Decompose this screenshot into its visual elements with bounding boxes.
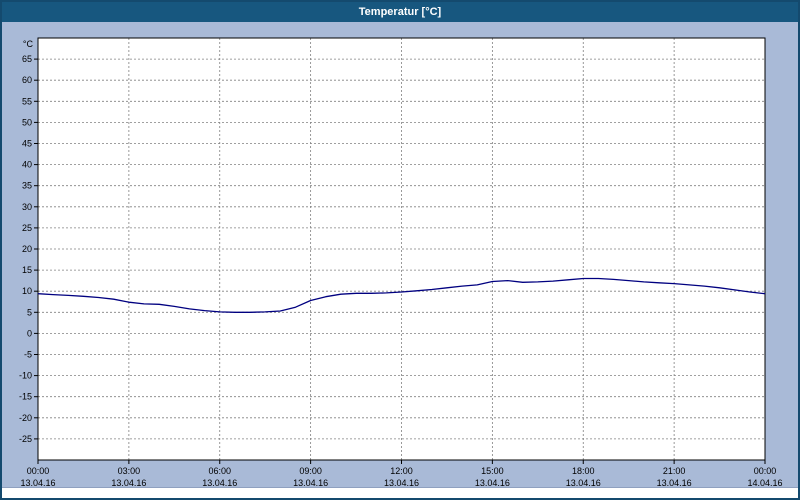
svg-text:-10: -10 bbox=[19, 371, 32, 381]
svg-text:0: 0 bbox=[27, 328, 32, 338]
svg-text:25: 25 bbox=[22, 223, 32, 233]
svg-text:14.04.16: 14.04.16 bbox=[747, 478, 782, 487]
svg-text:13.04.16: 13.04.16 bbox=[475, 478, 510, 487]
svg-text:13.04.16: 13.04.16 bbox=[566, 478, 601, 487]
horizontal-scrollbar[interactable] bbox=[2, 487, 798, 498]
svg-text:13.04.16: 13.04.16 bbox=[202, 478, 237, 487]
svg-text:15:00: 15:00 bbox=[481, 466, 504, 476]
svg-text:03:00: 03:00 bbox=[118, 466, 141, 476]
svg-text:21:00: 21:00 bbox=[663, 466, 686, 476]
temperature-line-chart: 65605550454035302520151050-5-10-15-20-25… bbox=[19, 37, 783, 487]
svg-text:06:00: 06:00 bbox=[208, 466, 231, 476]
svg-text:40: 40 bbox=[22, 160, 32, 170]
svg-text:13.04.16: 13.04.16 bbox=[293, 478, 328, 487]
svg-text:20: 20 bbox=[22, 244, 32, 254]
svg-text:13.04.16: 13.04.16 bbox=[111, 478, 146, 487]
svg-text:55: 55 bbox=[22, 96, 32, 106]
svg-text:13.04.16: 13.04.16 bbox=[384, 478, 419, 487]
svg-text:35: 35 bbox=[22, 181, 32, 191]
svg-text:13.04.16: 13.04.16 bbox=[20, 478, 55, 487]
svg-text:13.04.16: 13.04.16 bbox=[657, 478, 692, 487]
svg-text:00:00: 00:00 bbox=[754, 466, 777, 476]
svg-text:5: 5 bbox=[27, 307, 32, 317]
svg-text:°C: °C bbox=[23, 39, 34, 49]
svg-text:60: 60 bbox=[22, 75, 32, 85]
svg-text:12:00: 12:00 bbox=[390, 466, 413, 476]
svg-text:50: 50 bbox=[22, 117, 32, 127]
svg-text:15: 15 bbox=[22, 265, 32, 275]
svg-text:09:00: 09:00 bbox=[299, 466, 322, 476]
chart-container: 65 60 55 50 45 40 35 30 25 20 15 10 5 0 -5 -10 -15 -20 -25… bbox=[2, 22, 798, 487]
svg-text:00:00: 00:00 bbox=[27, 466, 50, 476]
title-bar: Temperatur [°C] bbox=[2, 2, 798, 22]
svg-text:18:00: 18:00 bbox=[572, 466, 595, 476]
svg-text:-25: -25 bbox=[19, 434, 32, 444]
svg-text:45: 45 bbox=[22, 139, 32, 149]
chart-title: Temperatur [°C] bbox=[358, 6, 442, 18]
svg-text:-5: -5 bbox=[24, 350, 32, 360]
svg-text:-15: -15 bbox=[19, 392, 32, 402]
svg-text:65: 65 bbox=[22, 54, 32, 64]
svg-text:-20: -20 bbox=[19, 413, 32, 423]
svg-text:10: 10 bbox=[22, 286, 32, 296]
svg-text:30: 30 bbox=[22, 202, 32, 212]
